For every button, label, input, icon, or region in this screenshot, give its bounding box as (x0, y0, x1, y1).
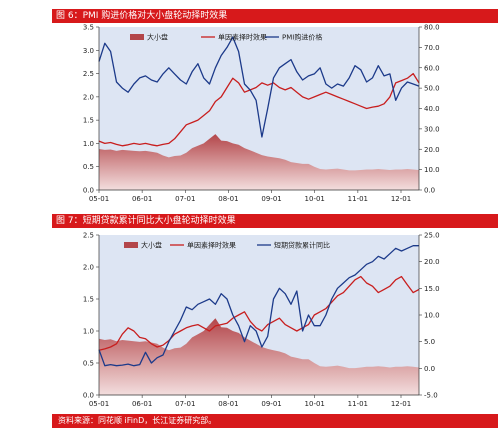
x-axis-tick-label: 05-01 (89, 195, 109, 203)
x-axis-tick-label: 07-01 (175, 195, 195, 203)
series-line-2 (98, 245, 419, 367)
series-area-0 (99, 318, 419, 395)
left-axis-tick-label: 2.0 (83, 264, 94, 272)
left-axis-tick-label: 1.5 (83, 296, 94, 304)
left-axis-tick-label: 0.0 (83, 392, 94, 400)
x-axis-tick-label: 05-01 (89, 400, 109, 408)
right-axis-tick-label: 80.0 (424, 24, 440, 32)
left-axis-tick-label: 2.0 (83, 93, 94, 101)
source-note: 资料来源：同花顺 iFinD，长江证券研究部。 (52, 414, 498, 428)
legend-label: 单因素择时效果 (218, 33, 267, 42)
right-axis-tick-label: 40.0 (424, 105, 440, 113)
right-axis-tick-label: 0.0 (424, 187, 435, 195)
x-axis-tick-label: 11-01 (348, 400, 368, 408)
figure-7-title: 图 7：短期贷款累计同比大小盘轮动择时效果 (52, 214, 498, 228)
left-axis-tick-label: 0.5 (83, 360, 94, 368)
x-axis-tick-label: 06-01 (132, 400, 152, 408)
legend-label: PMI购进价格 (282, 33, 322, 42)
left-axis-tick-label: 3.5 (83, 24, 94, 32)
x-axis-tick-label: 09-01 (261, 400, 281, 408)
legend-label: 单因素择时效果 (187, 241, 236, 250)
right-axis-tick-label: 50.0 (424, 85, 440, 93)
chart-pmi-timing: 0.0 0.5 1.0 1.5 2.0 2.5 3.0 3.5 0.0 10.0 20.0 30.0 4… (83, 24, 440, 204)
left-axis-tick-label: 2.5 (83, 232, 94, 240)
x-axis-tick-label: 12-01 (391, 195, 411, 203)
x-axis-tick-label: 07-01 (175, 400, 195, 408)
legend-label: 短期贷款累计同比 (274, 241, 330, 250)
right-axis-tick-label: 5.0 (424, 338, 435, 346)
x-axis-tick-label: 08-01 (218, 400, 238, 408)
x-axis-tick-label: 11-01 (348, 195, 368, 203)
right-axis-tick-label: 25.0 (424, 232, 440, 240)
right-axis-tick-label: 60.0 (424, 64, 440, 72)
right-axis-tick-label: 70.0 (424, 44, 440, 52)
legend-swatch-area (130, 34, 144, 40)
right-axis-tick-label: -5.0 (424, 392, 438, 400)
left-axis-tick-label: 0.0 (83, 187, 94, 195)
right-axis-tick-label: 30.0 (424, 125, 440, 133)
right-axis-tick-label: 0.0 (424, 365, 435, 373)
figure-6-title: 图 6：PMI 购进价格对大小盘轮动择时效果 (52, 9, 498, 23)
legend-label: 大小盘 (147, 33, 168, 42)
x-axis-tick-label: 12-01 (391, 400, 411, 408)
x-axis-tick-label: 10-01 (305, 195, 325, 203)
legend-swatch-area (124, 242, 138, 248)
series-area-0 (99, 134, 419, 190)
x-axis-tick-label: 06-01 (132, 195, 152, 203)
left-axis-tick-label: 2.5 (83, 70, 94, 78)
right-axis-tick-label: 20.0 (424, 258, 440, 266)
chart-loan-timing: 0.0 0.5 1.0 1.5 2.0 2.5 -5.0 0.0 5.0 10.0 15.0 20.0… (83, 232, 440, 409)
legend-label: 大小盘 (141, 241, 162, 250)
left-axis-tick-label: 0.5 (83, 163, 94, 171)
right-axis-tick-label: 10.0 (424, 312, 440, 320)
x-axis-tick-label: 09-01 (261, 195, 281, 203)
series-line-1 (98, 275, 420, 351)
series-line-2 (98, 36, 420, 138)
x-axis-tick-label: 08-01 (218, 195, 238, 203)
x-axis-tick-label: 10-01 (305, 400, 325, 408)
left-axis-tick-label: 1.0 (83, 328, 94, 336)
left-axis-tick-label: 1.0 (83, 140, 94, 148)
right-axis-tick-label: 15.0 (424, 285, 440, 293)
left-axis-tick-label: 3.0 (83, 47, 94, 55)
right-axis-tick-label: 10.0 (424, 166, 440, 174)
left-axis-tick-label: 1.5 (83, 117, 94, 125)
series-line-1 (98, 72, 420, 147)
right-axis-tick-label: 20.0 (424, 146, 440, 154)
